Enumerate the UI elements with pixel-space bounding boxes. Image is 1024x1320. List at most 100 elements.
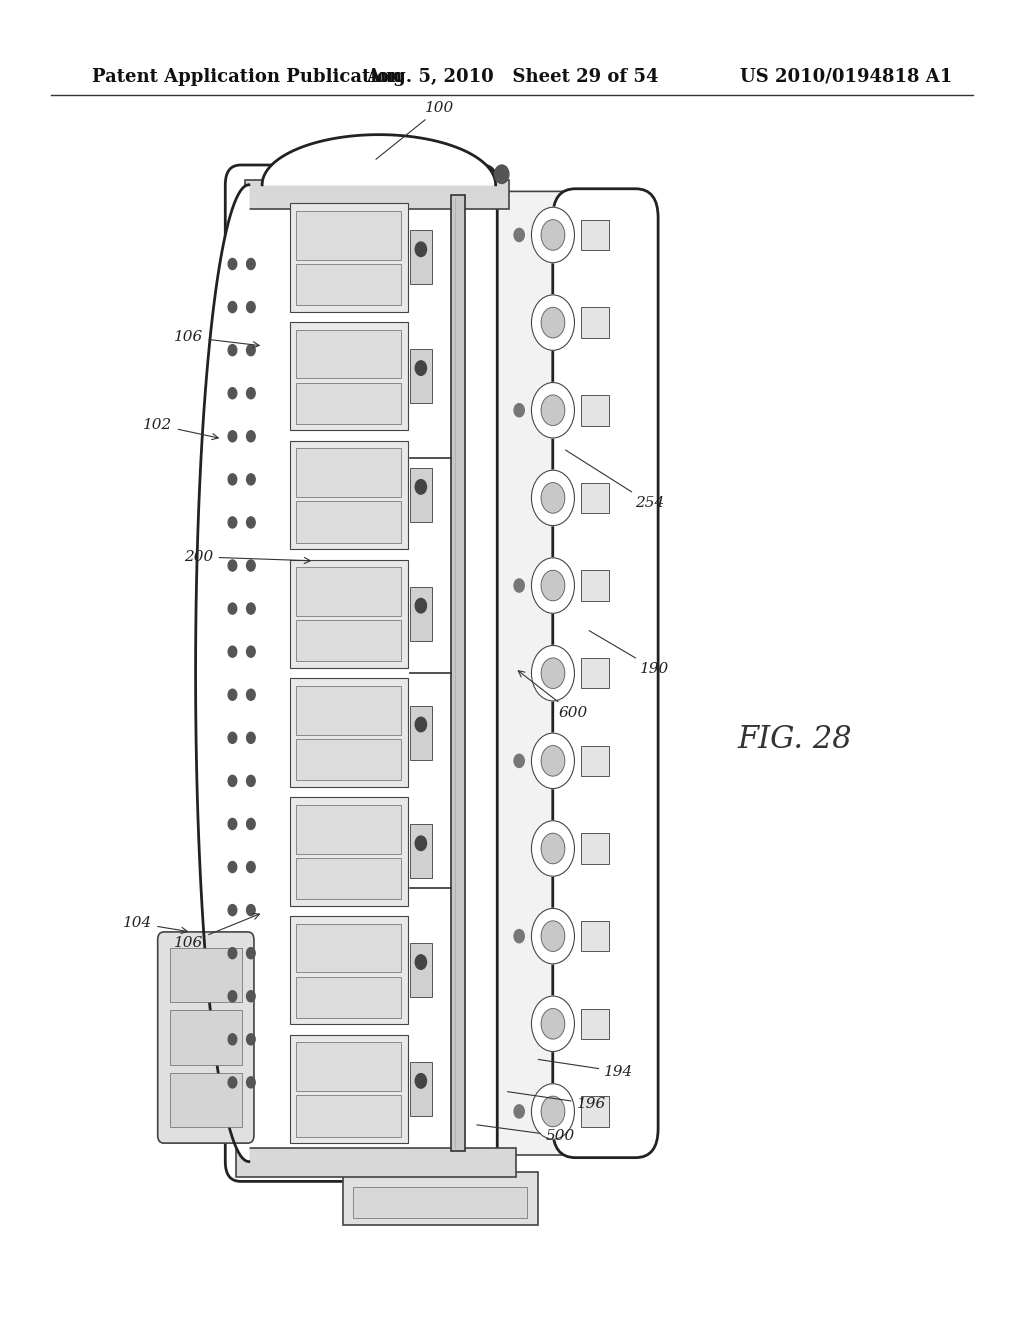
Circle shape — [247, 904, 255, 916]
Circle shape — [531, 997, 574, 1052]
Circle shape — [228, 775, 237, 787]
Text: 102: 102 — [143, 418, 218, 440]
Bar — [290, 441, 408, 549]
Bar — [581, 1008, 609, 1039]
Bar — [296, 502, 401, 543]
Bar — [296, 449, 401, 498]
Circle shape — [247, 689, 255, 701]
Bar — [581, 1096, 609, 1127]
Text: 500: 500 — [477, 1125, 575, 1143]
Bar — [296, 211, 401, 260]
Circle shape — [531, 733, 574, 788]
Text: 106: 106 — [174, 913, 259, 949]
Bar — [581, 308, 609, 338]
Circle shape — [541, 308, 565, 338]
Circle shape — [514, 404, 524, 417]
Bar — [410, 1061, 432, 1117]
Circle shape — [541, 395, 565, 425]
Text: 106: 106 — [174, 330, 259, 347]
Circle shape — [228, 259, 237, 269]
Circle shape — [531, 908, 574, 964]
Circle shape — [531, 383, 574, 438]
Circle shape — [514, 228, 524, 242]
Circle shape — [514, 754, 524, 767]
Circle shape — [247, 991, 255, 1002]
Circle shape — [228, 474, 237, 484]
Bar — [290, 560, 408, 668]
Bar — [581, 395, 609, 425]
Text: 200: 200 — [184, 550, 310, 564]
Circle shape — [247, 560, 255, 572]
Circle shape — [495, 165, 509, 183]
Circle shape — [531, 558, 574, 614]
Bar — [410, 824, 432, 879]
Circle shape — [228, 388, 237, 399]
Circle shape — [247, 259, 255, 269]
Bar — [290, 203, 408, 312]
Circle shape — [416, 360, 426, 375]
Circle shape — [541, 833, 565, 863]
Circle shape — [541, 657, 565, 689]
Bar — [290, 1035, 408, 1143]
Circle shape — [247, 301, 255, 313]
Circle shape — [541, 921, 565, 952]
Bar — [451, 195, 465, 1151]
Text: Aug. 5, 2010   Sheet 29 of 54: Aug. 5, 2010 Sheet 29 of 54 — [366, 67, 658, 86]
Text: Patent Application Publication: Patent Application Publication — [92, 67, 402, 86]
Bar — [290, 797, 408, 906]
Bar — [296, 977, 401, 1018]
Bar — [410, 586, 432, 642]
Bar — [581, 921, 609, 952]
Bar — [353, 1187, 527, 1218]
Circle shape — [541, 483, 565, 513]
Bar — [296, 1096, 401, 1137]
Bar — [296, 568, 401, 616]
Polygon shape — [196, 185, 249, 1162]
Circle shape — [247, 733, 255, 743]
Circle shape — [228, 1077, 237, 1088]
Circle shape — [228, 818, 237, 829]
Circle shape — [247, 517, 255, 528]
Circle shape — [531, 645, 574, 701]
Text: FIG. 28: FIG. 28 — [737, 723, 852, 755]
Text: 190: 190 — [589, 631, 670, 676]
Circle shape — [531, 1084, 574, 1139]
Bar — [410, 230, 432, 285]
Bar — [296, 264, 401, 305]
Circle shape — [247, 603, 255, 614]
Circle shape — [228, 904, 237, 916]
Circle shape — [228, 991, 237, 1002]
Bar — [410, 350, 432, 404]
Bar — [296, 924, 401, 973]
Circle shape — [247, 345, 255, 355]
Circle shape — [531, 821, 574, 876]
Circle shape — [514, 929, 524, 942]
Bar — [581, 657, 609, 689]
Bar — [170, 948, 242, 1002]
Text: 194: 194 — [539, 1060, 634, 1078]
Bar — [296, 805, 401, 854]
Circle shape — [541, 219, 565, 251]
Circle shape — [228, 560, 237, 572]
Text: 104: 104 — [123, 916, 187, 933]
Bar — [236, 1148, 516, 1177]
Circle shape — [228, 689, 237, 701]
Circle shape — [247, 474, 255, 484]
Circle shape — [531, 207, 574, 263]
Circle shape — [228, 301, 237, 313]
Circle shape — [228, 733, 237, 743]
Circle shape — [416, 954, 426, 969]
Bar — [581, 570, 609, 601]
Circle shape — [541, 570, 565, 601]
Polygon shape — [262, 135, 496, 185]
Circle shape — [247, 1077, 255, 1088]
Text: 100: 100 — [376, 102, 455, 160]
Circle shape — [416, 598, 426, 612]
Bar — [581, 833, 609, 863]
Text: 600: 600 — [518, 671, 588, 721]
FancyBboxPatch shape — [158, 932, 254, 1143]
Bar — [410, 469, 432, 523]
Circle shape — [228, 645, 237, 657]
Circle shape — [228, 603, 237, 614]
Circle shape — [541, 746, 565, 776]
